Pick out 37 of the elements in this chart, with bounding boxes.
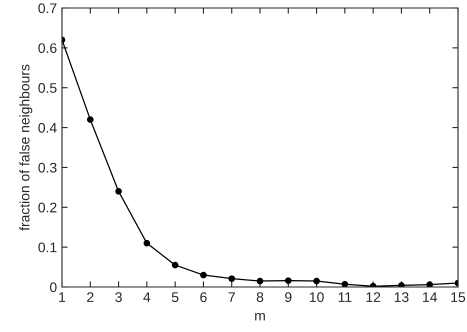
point [342, 280, 348, 287]
x-tick-label: 3 [115, 292, 122, 302]
x-tick-label: 10 [310, 292, 324, 302]
x-tick-label: 14 [423, 292, 438, 302]
y-tick-label: 0.1 [38, 242, 56, 252]
x-tick-label: 12 [366, 292, 380, 302]
point [313, 278, 320, 284]
point [228, 275, 236, 282]
point [172, 262, 178, 268]
x-tick-label: 2 [87, 292, 94, 302]
x-tick-label: 8 [256, 292, 264, 302]
y-tick-label: 0.6 [38, 43, 57, 54]
y-tick-label: 0.3 [38, 162, 57, 173]
x-tick-label: 6 [200, 292, 207, 302]
x-tick-label: 7 [228, 292, 235, 302]
point [86, 116, 94, 123]
y-axis-title: fraction of false neighbours [19, 64, 32, 231]
y-tick-label: 0.7 [38, 3, 56, 14]
x-tick-label: 11 [338, 292, 352, 302]
y-tick-label: 0.4 [38, 122, 57, 133]
point [426, 281, 434, 287]
x-tick-label: 5 [172, 292, 178, 302]
x-tick-label: 15 [451, 292, 466, 302]
point [284, 277, 292, 284]
point [256, 278, 264, 284]
x-tick-label: 13 [394, 292, 409, 302]
x-axis-title: m [255, 312, 265, 320]
x-tick-label: 9 [285, 292, 292, 302]
y-tick-label: 0.5 [38, 83, 57, 93]
y-tick-label: 0 [50, 282, 57, 292]
point [144, 240, 150, 246]
x-tick-label: 4 [143, 292, 150, 302]
x-tick-label: 1 [59, 292, 66, 302]
point [200, 272, 207, 278]
point [398, 282, 405, 287]
y-tick-label: 0.2 [38, 202, 56, 212]
point [115, 188, 122, 195]
